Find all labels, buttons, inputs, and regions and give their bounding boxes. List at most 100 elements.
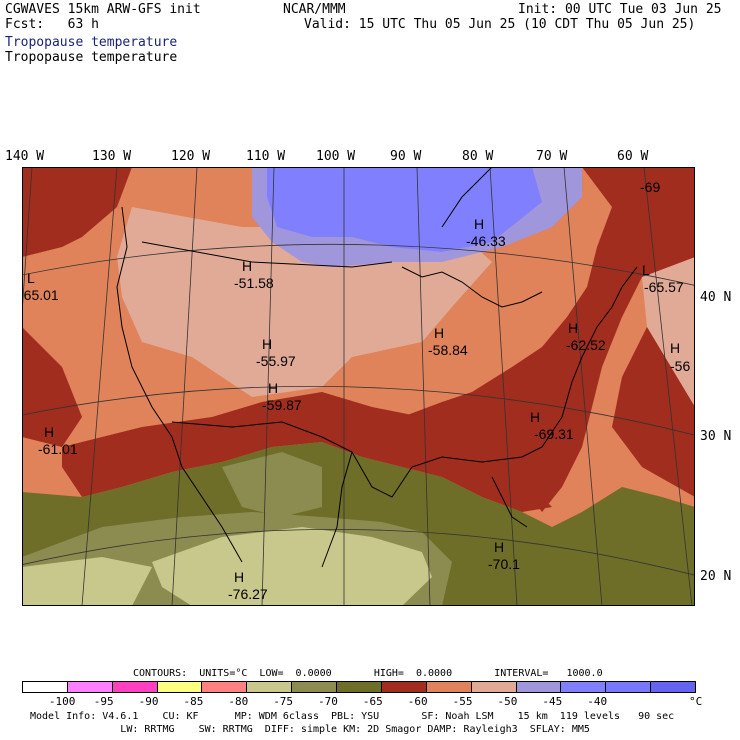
meridian-line (22, 167, 33, 320)
parallel-line (22, 385, 695, 436)
high-marker: H (434, 325, 444, 341)
colorbar-swatch (470, 681, 517, 693)
extreme-value: -69 (640, 179, 660, 195)
parallel-line (22, 528, 695, 576)
high-marker: H (268, 380, 278, 396)
model-info-line2: LW: RRTMG SW: RRTMG DIFF: simple KM: 2D … (30, 724, 590, 735)
lat-label: 20 N (700, 569, 732, 584)
colorbar-swatch (425, 681, 472, 693)
lon-label: 140 W (5, 149, 45, 164)
colorbar-swatch (201, 681, 248, 693)
high-marker: H (568, 320, 578, 336)
high-value: -61.01 (38, 441, 78, 457)
colorbar-tick-label: -70 (318, 695, 338, 708)
high-value: -59.87 (262, 397, 302, 413)
shade-olive-mid (222, 452, 322, 517)
lon-label: 90 W (390, 149, 422, 164)
high-marker: H (670, 340, 680, 356)
high-marker: H (234, 569, 244, 585)
high-value: -55.97 (256, 353, 296, 369)
us-canada-border (141, 241, 393, 268)
parallel-line (22, 243, 695, 286)
colorbar-tick-label: -65 (362, 695, 383, 708)
colorbar-tick-label: -45 (542, 695, 563, 708)
low-marker: L (27, 270, 35, 286)
shade-darkred-east (402, 167, 695, 512)
lon-label: 130 W (92, 149, 132, 164)
lon-label: 100 W (316, 149, 356, 164)
colorbar-swatch (66, 681, 113, 693)
colorbar-tick-label: -50 (497, 695, 518, 708)
shade-darkred-west (22, 327, 82, 447)
colorbar-tick-label: -85 (183, 695, 204, 708)
model-info-line1: Model Info: V4.6.1 CU: KF MP: WDM 6class… (30, 711, 675, 722)
colorbar-tick-label: -80 (228, 695, 249, 708)
shade-blue (267, 167, 542, 252)
valid-time: Valid: 15 UTC Thu 05 Jun 25 (10 CDT Thu … (304, 17, 696, 32)
colorbar-swatch (380, 681, 427, 693)
high-value: -51.58 (234, 275, 274, 291)
high-value: -76.27 (228, 586, 268, 602)
model-title: CGWAVES 15km ARW-GFS init (5, 2, 201, 17)
init-time: Init: 00 UTC Tue 03 Jun 25 (518, 2, 722, 17)
low-value: -65.57 (644, 279, 684, 295)
mexico-gulf-coastline (321, 451, 353, 568)
shade-darkred-pacific (22, 167, 132, 257)
colorbar-swatch (111, 681, 158, 693)
tropopause-temperature-map: L -65.01 H -51.58 H -46.33 -69 L -65.57 … (22, 167, 695, 606)
lon-label: 60 W (617, 149, 649, 164)
meridian-line (643, 167, 693, 606)
low-marker: L (642, 262, 650, 278)
lon-label: 70 W (536, 149, 568, 164)
colorbar-swatch (515, 681, 562, 693)
high-marker: H (262, 336, 272, 352)
meridian-line (416, 167, 431, 606)
meridian-line (563, 167, 603, 606)
colorbar-swatch (560, 681, 607, 693)
high-marker: H (494, 539, 504, 555)
lat-label: 30 N (700, 429, 732, 444)
west-coastline (116, 206, 243, 563)
lon-label: 120 W (171, 149, 211, 164)
colorbar-swatch (246, 681, 293, 693)
high-value: -70.1 (488, 556, 520, 572)
lat-label: 40 N (700, 290, 732, 305)
high-value: -69.31 (534, 426, 574, 442)
forecast-hour: Fcst: 63 h (5, 17, 99, 32)
meridian-line (171, 167, 198, 606)
colorbar-tick-label: -100 (48, 695, 76, 708)
low-value: -65.01 (22, 287, 59, 303)
high-value: -46.33 (466, 233, 506, 249)
colorbar-swatch (605, 681, 652, 693)
colorbar-swatch (650, 681, 696, 693)
colorbar-tick-label: -40 (587, 695, 608, 708)
high-marker: H (44, 424, 54, 440)
map-frame (22, 167, 695, 606)
hudson-bay-coast (441, 167, 493, 228)
colorbar-swatch (291, 681, 338, 693)
colorbar-tick-label: -60 (407, 695, 428, 708)
shade-darkred-south (62, 392, 552, 512)
great-lakes-outline (401, 266, 543, 308)
high-value: -58.84 (428, 342, 468, 358)
colorbar-unit: °C (689, 695, 703, 708)
shade-darkred-atlantic (612, 327, 695, 497)
shade-pink-east (642, 257, 695, 407)
meridian-line (261, 167, 275, 606)
shade-khaki (152, 527, 432, 606)
contours-info: CONTOURS: UNITS=°C LOW= 0.0000 HIGH= 0.0… (133, 668, 603, 679)
us-south-east-coastline (171, 266, 638, 498)
lon-label: 110 W (246, 149, 286, 164)
high-marker: H (530, 409, 540, 425)
high-value: -62.52 (566, 337, 606, 353)
colorbar-tick-label: -75 (273, 695, 294, 708)
colorbar-tick-label: -55 (452, 695, 473, 708)
colorbar-tick-label: -95 (93, 695, 114, 708)
lon-label: 80 W (462, 149, 494, 164)
colorbar-swatch (336, 681, 382, 693)
colorbar-tick-label: -90 (138, 695, 159, 708)
high-marker: H (242, 258, 252, 274)
field-title-shaded: Tropopause temperature (5, 35, 178, 50)
high-value: -56 (670, 358, 690, 374)
meridian-line (489, 167, 518, 606)
